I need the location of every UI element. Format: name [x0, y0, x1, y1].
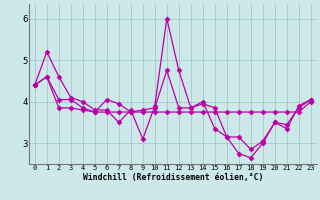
X-axis label: Windchill (Refroidissement éolien,°C): Windchill (Refroidissement éolien,°C) [83, 173, 263, 182]
